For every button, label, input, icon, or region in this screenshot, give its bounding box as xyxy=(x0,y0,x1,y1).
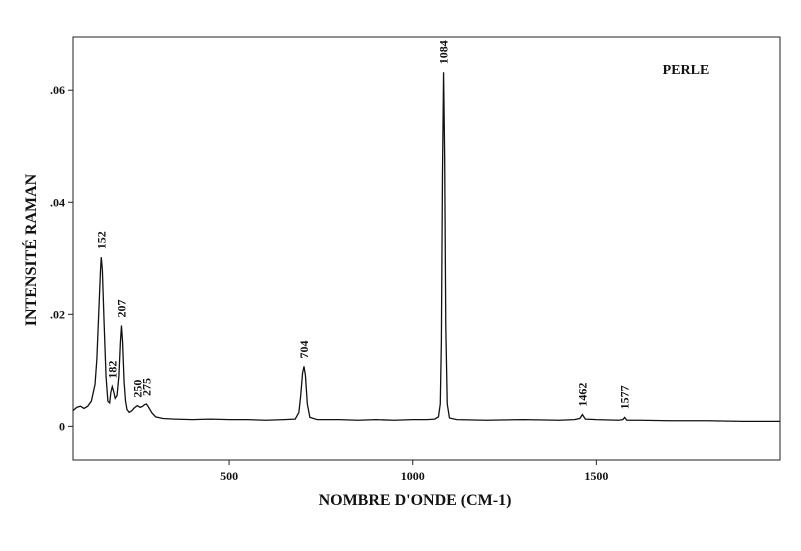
y-tick-label: .02 xyxy=(50,307,65,321)
y-tick-label: .04 xyxy=(50,195,65,209)
peak-label: 207 xyxy=(114,300,128,318)
peak-label: 704 xyxy=(297,340,311,358)
peak-label: 1462 xyxy=(575,383,589,407)
peak-label: 1577 xyxy=(618,385,632,409)
x-tick-label: 1000 xyxy=(401,469,425,483)
x-tick-label: 1500 xyxy=(584,469,608,483)
spectrum-line xyxy=(72,72,780,422)
y-tick-label: 0 xyxy=(59,419,65,433)
series-label: PERLE xyxy=(663,63,710,78)
x-axis-label: NOMBRE D'ONDE (CM-1) xyxy=(319,492,512,509)
y-tick-label: .06 xyxy=(50,83,65,97)
peak-label: 152 xyxy=(94,231,108,249)
peak-label: 275 xyxy=(139,378,153,396)
peak-label: 1084 xyxy=(437,40,451,64)
peak-label: 250 xyxy=(130,380,144,398)
peak-label: 182 xyxy=(105,361,119,379)
y-axis-label: INTENSITÉ RAMAN xyxy=(21,173,40,326)
x-tick-label: 500 xyxy=(220,469,238,483)
plot-frame xyxy=(72,36,781,461)
